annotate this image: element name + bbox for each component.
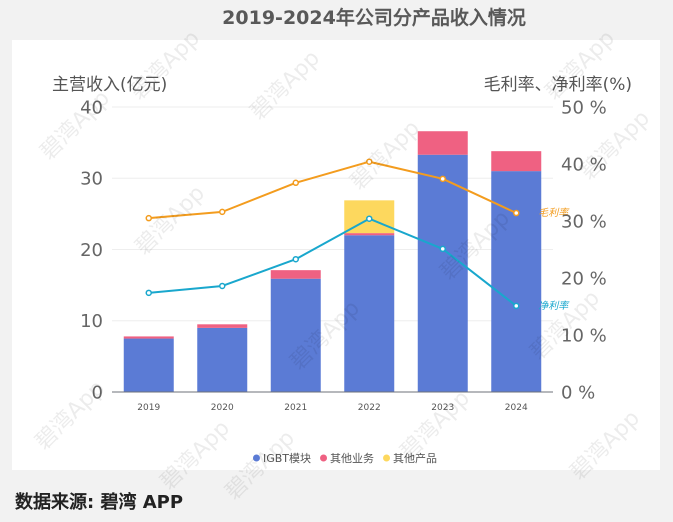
x-tick-label: 2022	[358, 403, 381, 413]
point-net-margin-2020	[219, 282, 226, 290]
y2-tick-label: 20 %	[561, 268, 607, 289]
legend-swatch	[320, 454, 328, 462]
point-net-margin-2023	[439, 245, 446, 253]
point-net-margin-2022	[366, 215, 373, 222]
line-gross-margin	[148, 160, 517, 220]
x-tick-label: 2021	[284, 403, 307, 413]
point-gross-margin-2022	[366, 158, 373, 165]
x-tick-label: 2023	[431, 403, 454, 413]
axis-tick-labels: 0 10 20 30 40 0 % 10 % 20 % 30 % 40 % 50 % 2019 2020…	[80, 97, 607, 413]
line-label-net-margin: 净利率	[538, 300, 570, 312]
legend-item-igbt-module[interactable]: IGBT模块	[252, 452, 311, 465]
y2-tick-label: 40 %	[561, 154, 607, 175]
line-net-margin	[148, 217, 517, 307]
y-axis-title: 主营收入(亿元)	[52, 75, 167, 95]
y-tick-label: 40	[80, 97, 103, 118]
y-tick-label: 0	[92, 382, 103, 403]
gridlines	[112, 106, 553, 322]
bar-other-business-2024	[491, 151, 542, 172]
legend-swatch	[383, 454, 391, 462]
legend-item-other-business[interactable]: 其他业务	[320, 452, 374, 465]
source-note: 数据来源: 碧湾 APP	[15, 491, 183, 513]
y2-axis-title: 毛利率、净利率(%)	[484, 75, 632, 95]
x-tick-label: 2020	[211, 403, 234, 413]
legend-label: IGBT模块	[263, 452, 311, 465]
y2-tick-label: 10 %	[561, 325, 607, 346]
point-net-margin-2024	[513, 302, 520, 310]
point-net-margin-2019	[145, 289, 152, 297]
point-gross-margin-2019	[145, 214, 152, 222]
y-tick-label: 10	[80, 311, 103, 332]
bar-other-business-2023	[417, 131, 468, 155]
y-tick-label: 30	[80, 169, 103, 190]
legend-swatch	[252, 454, 260, 462]
chart-panel	[12, 40, 660, 470]
bar-other-business-2021	[270, 270, 321, 279]
x-tick-label: 2019	[137, 403, 160, 413]
point-net-margin-2021	[292, 255, 299, 263]
bar-igbt-module-2024	[491, 171, 542, 392]
bar-group	[123, 131, 542, 392]
bar-igbt-module-2022	[344, 235, 395, 392]
x-tick-label: 2024	[505, 403, 528, 413]
bar-igbt-module-2020	[197, 327, 248, 392]
bar-other-business-2020	[197, 324, 248, 328]
legend-item-other-products[interactable]: 其他产品	[383, 451, 437, 465]
legend: IGBT模块 其他业务 其他产品	[252, 451, 437, 465]
y2-tick-label: 0 %	[561, 382, 595, 403]
point-gross-margin-2020	[219, 208, 226, 216]
point-gross-margin-2023	[439, 175, 446, 183]
bar-other-business-2019	[123, 336, 174, 339]
line-label-gross-margin: 毛利率	[538, 207, 570, 219]
point-gross-margin-2021	[292, 179, 299, 187]
y2-tick-label: 50 %	[561, 97, 607, 118]
legend-label: 其他业务	[330, 452, 374, 465]
point-gross-margin-2024	[513, 209, 520, 217]
bar-other-business-2022	[344, 233, 395, 236]
bar-igbt-module-2021	[270, 278, 321, 392]
bar-igbt-module-2019	[123, 338, 174, 392]
y2-tick-label: 30 %	[561, 211, 607, 232]
y-tick-label: 20	[80, 240, 103, 261]
chart-title: 2019-2024年公司分产品收入情况	[222, 6, 526, 29]
bar-igbt-module-2023	[417, 154, 468, 392]
legend-label: 其他产品	[393, 451, 437, 465]
